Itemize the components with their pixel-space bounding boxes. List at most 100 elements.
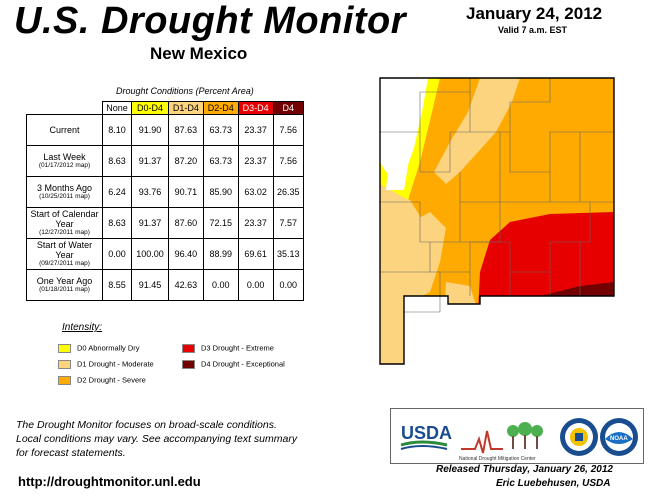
legend-item-d0: D0 Abnormally Dry bbox=[58, 343, 140, 353]
table-cell: 88.99 bbox=[202, 238, 239, 270]
table-cell: 0.00 bbox=[202, 269, 239, 301]
main-title: U.S. Drought Monitor bbox=[14, 0, 407, 42]
col-header-none: None bbox=[101, 101, 133, 115]
row-label-text: 3 Months Ago bbox=[36, 183, 93, 193]
table-row: Start of Water Year (09/27/2011 map) 0.00… bbox=[26, 238, 305, 270]
row-label: One Year Ago (01/18/2011 map) bbox=[26, 269, 103, 301]
table-cell: 8.63 bbox=[101, 145, 133, 177]
table-cell: 63.73 bbox=[202, 114, 239, 146]
table-corner bbox=[27, 102, 103, 115]
commerce-seal bbox=[560, 418, 598, 456]
table-cell: 35.13 bbox=[272, 238, 305, 270]
table-cell: 0.00 bbox=[237, 269, 274, 301]
new-mexico-drought-map bbox=[379, 77, 615, 365]
drought-areas bbox=[380, 78, 614, 364]
state-outline bbox=[379, 77, 615, 365]
table-cell: 100.00 bbox=[131, 238, 169, 270]
row-label-text: Start of Water Year bbox=[36, 240, 93, 260]
partner-logos: USDA National Drought Mitigation Center bbox=[390, 408, 644, 464]
map-date: January 24, 2012 bbox=[466, 4, 603, 23]
legend-label: D4 Drought - Exceptional bbox=[201, 359, 285, 369]
row-label: Last Week (01/17/2012 map) bbox=[26, 145, 103, 177]
col-header-d3-d4: D3-D4 bbox=[237, 101, 274, 115]
table-cell: 87.63 bbox=[167, 114, 204, 146]
author: Eric Luebehusen, USDA bbox=[496, 478, 611, 489]
row-label: 3 Months Ago (10/25/2011 map) bbox=[26, 176, 103, 208]
legend-item-d4: D4 Drought - Exceptional bbox=[182, 359, 285, 369]
row-label: Start of Water Year (09/27/2011 map) bbox=[26, 238, 103, 270]
legend-label: D0 Abnormally Dry bbox=[77, 343, 140, 353]
row-label-sub: (01/18/2011 map) bbox=[39, 286, 90, 293]
table-row: One Year Ago (01/18/2011 map) 8.55 91.45 … bbox=[26, 269, 305, 301]
col-header-d0-d4: D0-D4 bbox=[131, 101, 169, 115]
row-label-text: Last Week bbox=[43, 152, 86, 162]
table-cell: 0.00 bbox=[101, 238, 133, 270]
note-line: for forecast statements. bbox=[16, 447, 126, 459]
row-label: Current bbox=[26, 114, 103, 146]
legend-item-d2: D2 Drought - Severe bbox=[58, 375, 146, 385]
legend-swatch bbox=[58, 359, 71, 369]
legend-label: D2 Drought - Severe bbox=[77, 375, 146, 385]
table-row: Current 8.10 91.90 87.63 63.73 23.37 7.5… bbox=[26, 114, 305, 146]
table-caption: Drought Conditions (Percent Area) bbox=[116, 86, 254, 96]
usda-logo: USDA bbox=[400, 423, 452, 450]
table-cell: 7.56 bbox=[272, 114, 305, 146]
table-cell: 96.40 bbox=[167, 238, 204, 270]
table-row: Last Week (01/17/2012 map) 8.63 91.37 87.… bbox=[26, 145, 305, 177]
row-label-text: Start of Calendar Year bbox=[30, 209, 99, 229]
no-drought-area bbox=[380, 78, 428, 176]
row-label-sub: (09/27/2011 map) bbox=[39, 260, 90, 267]
table-cell: 26.35 bbox=[272, 176, 305, 208]
table-header-row: None D0-D4 D1-D4 D2-D4 D3-D4 D4 bbox=[27, 101, 305, 115]
table-cell: 63.02 bbox=[237, 176, 274, 208]
table-cell: 8.10 bbox=[101, 114, 133, 146]
table-cell: 90.71 bbox=[167, 176, 204, 208]
table-cell: 8.55 bbox=[101, 269, 133, 301]
table-row: 3 Months Ago (10/25/2011 map) 6.24 93.76 … bbox=[26, 176, 305, 208]
row-label-sub: (10/25/2011 map) bbox=[39, 193, 90, 200]
table-cell: 91.37 bbox=[131, 207, 169, 239]
table-cell: 69.61 bbox=[237, 238, 274, 270]
legend-swatch bbox=[58, 375, 71, 385]
noaa-logo: NOAA bbox=[600, 418, 638, 456]
note-line: The Drought Monitor focuses on broad-sca… bbox=[16, 419, 277, 431]
website-link[interactable]: http://droughtmonitor.unl.edu bbox=[18, 474, 201, 489]
legend-swatch bbox=[182, 359, 195, 369]
d1-area-north bbox=[434, 78, 520, 184]
legend-label: D3 Drought - Extreme bbox=[201, 343, 274, 353]
usda-logo-text: USDA bbox=[401, 423, 452, 443]
legend-swatch bbox=[182, 343, 195, 353]
legend-swatch bbox=[58, 343, 71, 353]
table-cell: 7.57 bbox=[272, 207, 305, 239]
row-label: Start of Calendar Year (12/27/2011 map) bbox=[26, 207, 103, 239]
legend-label: D1 Drought - Moderate bbox=[77, 359, 154, 369]
table-cell: 85.90 bbox=[202, 176, 239, 208]
table-cell: 91.45 bbox=[131, 269, 169, 301]
ndmc-logo: National Drought Mitigation Center bbox=[459, 422, 543, 462]
noaa-logo-text: NOAA bbox=[610, 436, 628, 442]
table-cell: 91.37 bbox=[131, 145, 169, 177]
row-label-text: Current bbox=[49, 125, 80, 135]
logos-graphic: USDA National Drought Mitigation Center bbox=[400, 418, 638, 462]
d1-area-central bbox=[412, 212, 446, 298]
county-lines bbox=[380, 78, 614, 313]
row-label-sub: (01/17/2012 map) bbox=[38, 162, 91, 169]
state-name: New Mexico bbox=[150, 44, 248, 63]
table-cell: 23.37 bbox=[237, 207, 274, 239]
table-cell: 23.37 bbox=[237, 145, 274, 177]
col-header-d2-d4: D2-D4 bbox=[202, 101, 239, 115]
table-cell: 93.76 bbox=[131, 176, 169, 208]
ndmc-logo-text: National Drought Mitigation Center bbox=[459, 456, 536, 462]
table-row: Start of Calendar Year (12/27/2011 map) 8… bbox=[26, 207, 305, 239]
table-cell: 8.63 bbox=[101, 207, 133, 239]
table-cell: 0.00 bbox=[272, 269, 305, 301]
table-cell: 6.24 bbox=[101, 176, 133, 208]
focus-note: The Drought Monitor focuses on broad-sca… bbox=[16, 418, 346, 460]
note-line: Local conditions may vary. See accompany… bbox=[16, 433, 298, 445]
no-drought-area bbox=[386, 166, 408, 190]
drought-conditions-table: None D0-D4 D1-D4 D2-D4 D3-D4 D4 Current … bbox=[26, 101, 305, 301]
row-label-sub: (12/27/2011 map) bbox=[39, 229, 90, 236]
valid-time: Valid 7 a.m. EST bbox=[498, 25, 568, 35]
row-label-text: One Year Ago bbox=[36, 276, 93, 286]
